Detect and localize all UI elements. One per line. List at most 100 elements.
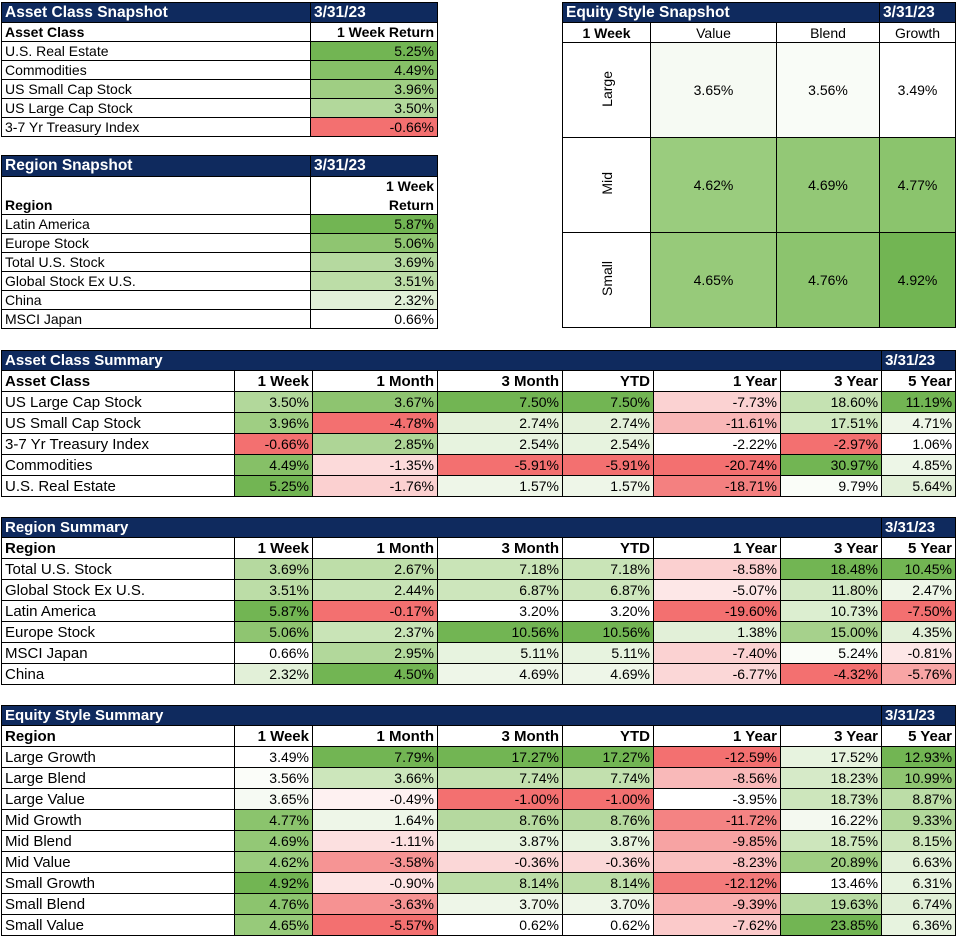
- column-header-1-month: 1 Month: [312, 725, 438, 747]
- value-cell: 20.89%: [779, 851, 883, 873]
- row-label: Commodities: [1, 454, 235, 476]
- row-value: 5.87%: [310, 214, 438, 234]
- value-cell: -3.58%: [312, 851, 438, 873]
- value-cell: 5.06%: [234, 621, 313, 643]
- value-cell: -0.66%: [234, 433, 313, 455]
- value-cell: 4.69%: [437, 663, 563, 685]
- value-cell: -19.60%: [653, 600, 781, 622]
- value-cell: -7.40%: [653, 642, 781, 664]
- value-cell: 5.11%: [562, 642, 654, 664]
- value-cell: 8.14%: [562, 872, 654, 894]
- row-label: 3-7 Yr Treasury Index: [1, 433, 235, 455]
- row-label: Large Growth: [1, 746, 235, 768]
- value-cell: 6.87%: [437, 579, 563, 601]
- column-header-1-year: 1 Year: [653, 725, 781, 747]
- value-cell: 10.45%: [881, 558, 956, 580]
- value-cell: 7.79%: [312, 746, 438, 768]
- asset-class-snapshot-table: Asset Class Snapshot 3/31/23 Asset Class…: [1, 2, 438, 137]
- value-cell: 9.33%: [881, 809, 957, 831]
- table-row: Mid Value 4.62% -3.58% -0.36% -0.36% -8.23% 20…: [1, 851, 957, 873]
- value-cell: -0.90%: [312, 872, 438, 894]
- value-cell: 6.87%: [562, 579, 654, 601]
- value-cell: 9.79%: [779, 475, 883, 497]
- value-cell: -7.50%: [881, 600, 956, 622]
- equity-style-summary-table: Equity Style Summary 3/31/23 Region 1 Week 1…: [0, 705, 957, 936]
- equity-style-snapshot-table: Equity Style Snapshot 3/31/23 1 Week Val…: [561, 2, 957, 328]
- value-cell: 2.54%: [437, 433, 563, 455]
- value-cell: 8.87%: [881, 788, 957, 810]
- value-cell: 3.96%: [234, 412, 313, 434]
- row-label: Global Stock Ex U.S.: [1, 271, 311, 291]
- region-summary-table: Region Summary 3/31/23 Region 1 Week 1 Month…: [1, 517, 956, 685]
- value-cell: 23.85%: [779, 914, 883, 936]
- value-cell: -0.81%: [881, 642, 956, 664]
- column-header-ytd: YTD: [562, 370, 654, 392]
- column-header: 1 Week: [562, 22, 651, 43]
- table-row: US Small Cap Stock 3.96%: [1, 79, 438, 99]
- row-label: Mid Blend: [1, 830, 235, 852]
- value-cell: 2.74%: [562, 412, 654, 434]
- value-cell: 3.70%: [437, 893, 563, 915]
- value-cell: -0.49%: [312, 788, 438, 810]
- value-cell: 5.64%: [881, 475, 957, 497]
- table-row: Latin America 5.87% -0.17% 3.20% 3.20% -19.60…: [1, 600, 956, 622]
- table-date: 3/31/23: [310, 2, 438, 23]
- value-cell: 10.56%: [562, 621, 654, 643]
- value-cell: 18.60%: [779, 391, 883, 413]
- table-row: MSCI Japan 0.66% 2.95% 5.11% 5.11% -7.40% 5.24…: [1, 642, 956, 664]
- value-cell: -18.71%: [653, 475, 781, 497]
- row-label: China: [1, 663, 235, 685]
- value-cell: 15.00%: [780, 621, 882, 643]
- value-cell: -9.39%: [653, 893, 781, 915]
- column-header-1-year: 1 Year: [653, 537, 781, 559]
- value-cell: 1.57%: [562, 475, 654, 497]
- table-row: US Small Cap Stock 3.96% -4.78% 2.74% 2.74% -…: [1, 412, 957, 434]
- asset-class-summary-table: Asset Class Summary 3/31/23 Asset Class 1 W…: [0, 350, 957, 497]
- row-label-text: Large: [598, 70, 615, 107]
- row-label: Latin America: [1, 214, 311, 234]
- table-row: Total U.S. Stock 3.69%: [1, 252, 438, 272]
- row-value: 2.32%: [310, 290, 438, 310]
- value-cell: 2.54%: [562, 433, 654, 455]
- row-label: US Large Cap Stock: [1, 391, 235, 413]
- column-header: Region: [1, 195, 311, 215]
- value-cell: 4.50%: [312, 663, 438, 685]
- value-cell: 1.64%: [312, 809, 438, 831]
- value-cell: 4.85%: [881, 454, 957, 476]
- row-label: Latin America: [1, 600, 235, 622]
- row-label: Europe Stock: [1, 233, 311, 253]
- value-cell: 2.95%: [312, 642, 438, 664]
- value-cell: 8.14%: [437, 872, 563, 894]
- table-row: 3-7 Yr Treasury Index -0.66% 2.85% 2.54% 2.5…: [1, 433, 957, 455]
- value-cell: 1.38%: [653, 621, 781, 643]
- row-label: MSCI Japan: [1, 642, 235, 664]
- value-cell: 12.93%: [881, 746, 957, 768]
- row-label-text: Small: [598, 260, 615, 296]
- value-cell: -1.76%: [312, 475, 438, 497]
- column-header-region: Region: [1, 725, 235, 747]
- row-value: -0.66%: [310, 117, 438, 137]
- value-cell: 16.22%: [779, 809, 883, 831]
- column-header-asset-class: Asset Class: [1, 370, 235, 392]
- table-row: Small Value 4.65% -5.57% 0.62% 0.62% -7.62% 23…: [1, 914, 957, 936]
- row-label: Small Value: [1, 914, 235, 936]
- table-date: 3/31/23: [879, 2, 957, 23]
- value-cell: 10.99%: [881, 767, 957, 789]
- value-cell: -5.07%: [653, 579, 781, 601]
- table-date: 3/31/23: [881, 705, 957, 726]
- style-cell: 3.56%: [775, 42, 881, 138]
- value-cell: -11.72%: [653, 809, 781, 831]
- table-row: Small 4.65% 4.76% 4.92%: [562, 232, 957, 328]
- column-header-row: Region 1 Week 1 Month 3 Month YTD 1 Year 3 Yea…: [1, 537, 956, 559]
- row-label: US Small Cap Stock: [1, 412, 235, 434]
- column-header-5-year: 5 Year: [881, 370, 957, 392]
- value-cell: -1.11%: [312, 830, 438, 852]
- table-row: U.S. Real Estate 5.25%: [1, 41, 438, 61]
- style-cell: 4.92%: [879, 232, 957, 328]
- value-cell: 2.37%: [312, 621, 438, 643]
- value-cell: 3.56%: [234, 767, 313, 789]
- value-cell: 18.23%: [779, 767, 883, 789]
- value-cell: 6.31%: [881, 872, 957, 894]
- column-header-ytd: YTD: [562, 725, 654, 747]
- row-label-text: Mid: [598, 172, 615, 195]
